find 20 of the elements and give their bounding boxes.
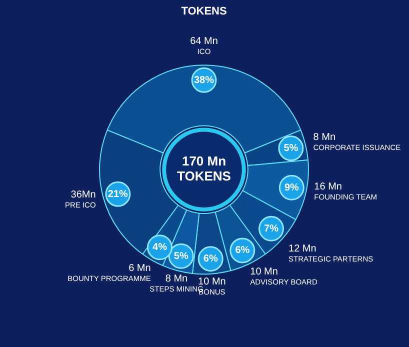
- data-label: 12 Mn: [288, 244, 316, 255]
- data-label: 64 Mn: [190, 36, 218, 47]
- text: 5%: [284, 143, 298, 154]
- text: 6%: [203, 254, 218, 265]
- text: 9%: [284, 182, 299, 194]
- data-label: 10 Mn: [250, 266, 278, 278]
- text: 6%: [235, 245, 250, 256]
- chart-title: TOKENS: [181, 6, 227, 18]
- text: 170 Mn: [182, 154, 226, 169]
- text: 7%: [264, 223, 278, 234]
- text: 38%: [194, 74, 214, 86]
- data-label: 36Mn: [70, 190, 96, 201]
- text: 21%: [108, 188, 128, 200]
- text: 5%: [174, 250, 188, 262]
- data-label: 8 Mn: [313, 132, 336, 144]
- text: 4%: [152, 242, 167, 254]
- data-label: 6 Mn: [128, 262, 151, 274]
- data-label: 8 Mn: [165, 273, 188, 284]
- text: TOKENS: [177, 168, 232, 184]
- data-label: 16 Mn: [314, 182, 342, 193]
